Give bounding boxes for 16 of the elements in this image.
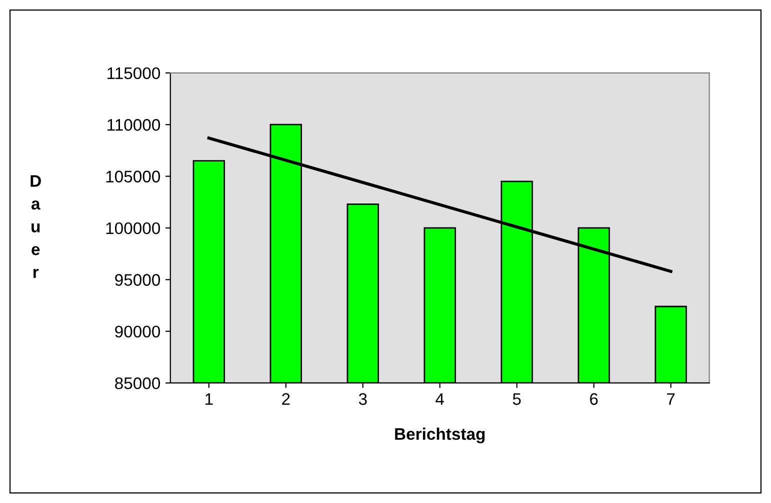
y-tick-label: 90000	[115, 326, 160, 338]
x-tick-label: 3	[358, 393, 367, 405]
y-tick-label: 100000	[106, 222, 160, 234]
x-tick-label: 2	[282, 393, 290, 405]
y-tick-label: 115000	[108, 67, 160, 80]
y-tick-label: 85000	[115, 377, 160, 390]
x-tick-label: 7	[667, 393, 675, 405]
x-tick-label: 6	[590, 393, 598, 405]
x-tick-label: 1	[206, 393, 213, 405]
x-axis-title: Berichtstag	[395, 428, 485, 444]
y-tick-label: 105000	[106, 170, 160, 182]
x-tick-label: 5	[512, 393, 521, 405]
y-tick-label: 95000	[115, 274, 160, 286]
y-tick-label: 110000	[108, 119, 160, 131]
y-axis-title: Dauer	[30, 175, 41, 278]
x-tick-label: 4	[436, 393, 444, 405]
